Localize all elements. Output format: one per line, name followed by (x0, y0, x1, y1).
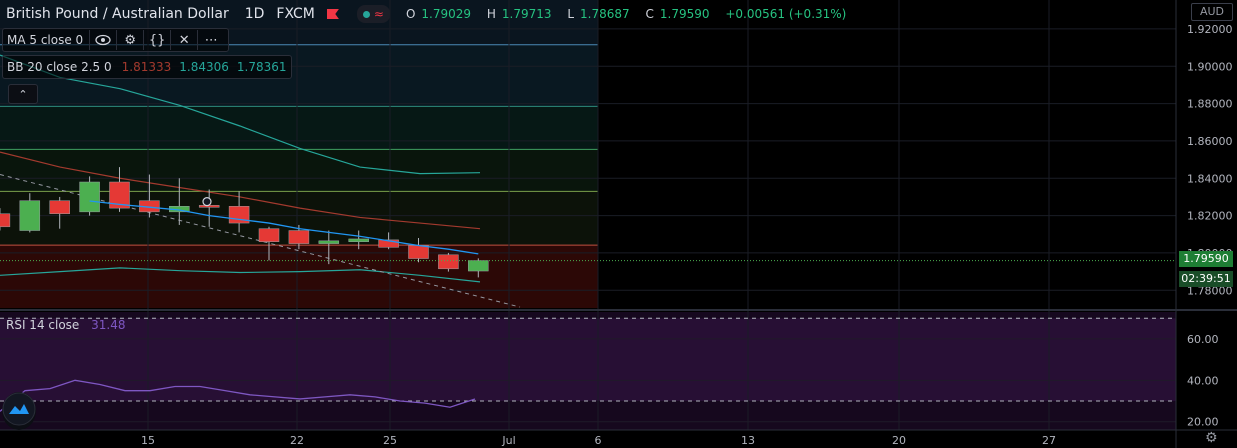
candle-body-0 (0, 213, 11, 228)
price-zone-5 (0, 245, 598, 308)
candle-body-15 (438, 254, 459, 270)
candle-body-14 (408, 245, 429, 259)
y-tick-rsi-2: 20.00 (1187, 416, 1219, 429)
candle-body-3 (79, 181, 100, 213)
x-tick-5: 13 (741, 434, 755, 447)
market-open-icon (362, 10, 370, 18)
rsi-band (0, 318, 1176, 402)
bb-lower-line (0, 267, 481, 283)
candle-body-13 (378, 239, 399, 248)
current-price-badge: 1.79590 (1179, 251, 1233, 267)
y-tick-main-0: 1.92000 (1187, 23, 1233, 36)
y-tick-main-5: 1.82000 (1187, 210, 1233, 223)
bb-upper-value: 1.84306 (179, 60, 229, 74)
bb-basis-line (0, 151, 481, 230)
y-tick-main-3: 1.86000 (1187, 135, 1233, 148)
rsi-value: 31.48 (91, 318, 126, 332)
candle-body-10 (288, 230, 310, 244)
rsi-line (0, 379, 476, 412)
x-tick-1: 22 (290, 434, 304, 447)
x-tick-6: 20 (892, 434, 906, 447)
market-status-pill[interactable]: ≈ (356, 5, 390, 23)
eye-icon[interactable] (89, 30, 116, 50)
change-value: +0.00561 (+0.31%) (725, 7, 847, 21)
x-tick-0: 15 (141, 434, 155, 447)
rsi-label: RSI 14 close (6, 318, 80, 332)
drawing-marker (202, 197, 212, 207)
bb-upper-line (0, 54, 481, 175)
exchange-label: FXCM (276, 6, 315, 22)
currency-label[interactable]: AUD (1191, 3, 1233, 21)
open-value: 1.79029 (421, 7, 472, 21)
bb-indicator-legend[interactable]: BB 20 close 2.5 0 1.81333 1.84306 1.7836… (2, 55, 292, 79)
high-value: 1.79713 (501, 7, 552, 21)
more-icon[interactable]: ⋯ (197, 30, 224, 50)
x-tick-7: 27 (1042, 434, 1056, 447)
interval-label[interactable]: 1D (244, 6, 265, 22)
settings-icon[interactable]: ⚙ (1205, 430, 1218, 446)
candle-body-9 (258, 228, 280, 242)
price-zone-2 (0, 106, 598, 150)
y-tick-main-1: 1.90000 (1187, 60, 1233, 73)
ma-label: MA 5 close 0 (7, 33, 84, 47)
bb-basis-value: 1.81333 (121, 60, 172, 74)
close-value: 1.79590 (659, 7, 710, 21)
x-tick-3: Jul (501, 434, 515, 447)
rsi-legend[interactable]: RSI 14 close 31.48 (6, 318, 126, 332)
collapse-legend-button[interactable]: ⌃ (8, 84, 38, 104)
candle-body-11 (318, 240, 340, 244)
logo-icon[interactable] (2, 392, 36, 430)
source-code-icon[interactable]: {} (143, 30, 170, 50)
y-tick-main-2: 1.88000 (1187, 98, 1233, 111)
y-tick-rsi-1: 40.00 (1187, 374, 1219, 387)
candle-body-16 (468, 260, 489, 272)
gear-icon[interactable]: ⚙ (116, 30, 143, 50)
countdown-badge: 02:39:51 (1179, 271, 1233, 287)
symbol-title[interactable]: British Pound / Australian Dollar (6, 6, 229, 22)
candle-body-1 (19, 200, 41, 231)
low-value: 1.78687 (580, 7, 630, 21)
ma-line (89, 200, 479, 255)
ma-indicator-legend[interactable]: MA 5 close 0 ⚙ {} ✕ ⋯ (2, 28, 230, 52)
symbol-header: British Pound / Australian Dollar 1D FXC… (6, 3, 852, 25)
bb-label: BB 20 close 2.5 0 (7, 60, 112, 74)
chevron-up-icon: ⌃ (18, 87, 28, 101)
x-tick-4: 6 (595, 434, 602, 447)
wave-icon: ≈ (373, 7, 384, 21)
y-tick-main-4: 1.84000 (1187, 172, 1233, 185)
candle-body-12 (348, 238, 369, 242)
candle-body-4 (109, 181, 130, 209)
x-tick-2: 25 (383, 434, 397, 447)
y-tick-rsi-0: 60.00 (1187, 333, 1219, 346)
bb-lower-value: 1.78361 (236, 60, 287, 74)
close-icon[interactable]: ✕ (170, 30, 197, 50)
rsi-background (0, 312, 1176, 430)
candle-body-2 (49, 200, 70, 214)
flag-icon[interactable] (326, 9, 339, 19)
y-tick-main-7: 1.78000 (1187, 284, 1233, 297)
ohlc-readout: O 1.79029 H 1.79713 L 1.78687 C 1.79590 +0.0… (405, 7, 847, 21)
